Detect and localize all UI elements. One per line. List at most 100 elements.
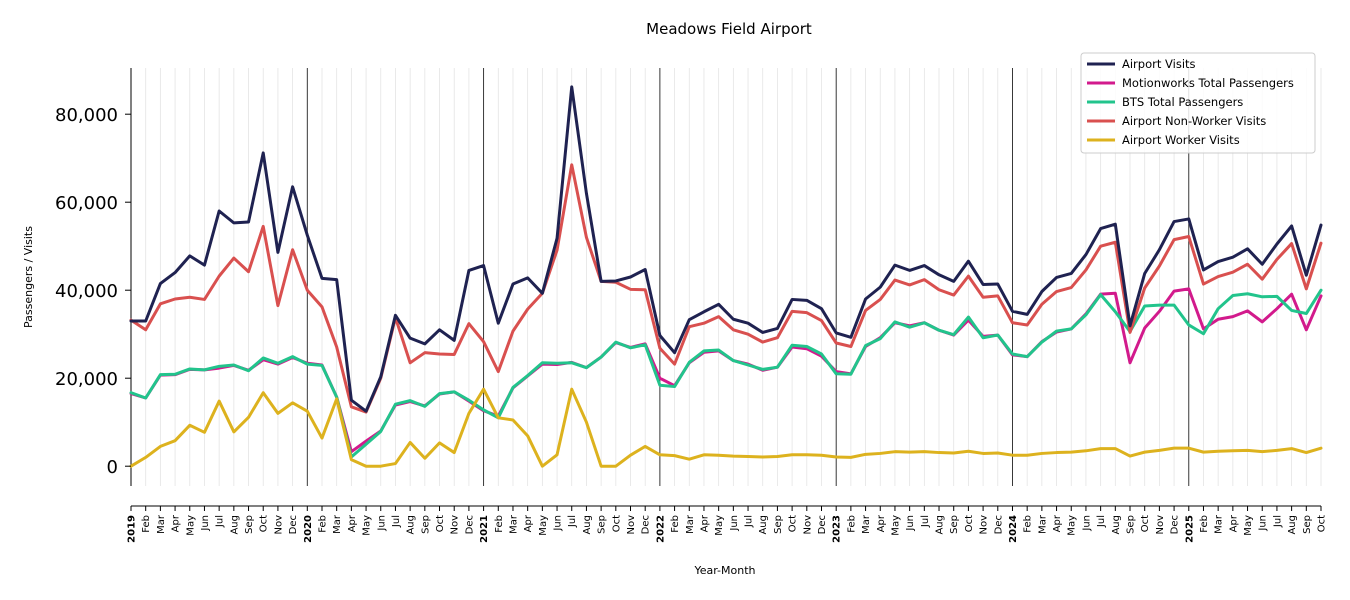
x-tick-month-label: Jun bbox=[376, 515, 387, 532]
x-tick-month-label: Dec bbox=[288, 515, 299, 534]
x-tick-month-label: Jul bbox=[920, 515, 931, 528]
axes bbox=[130, 68, 1321, 507]
x-tick-month-label: Feb bbox=[1199, 515, 1210, 533]
x-tick-month-label: Sep bbox=[773, 515, 784, 534]
x-tick-month-label: Dec bbox=[1170, 515, 1181, 534]
x-tick-month-label: Apr bbox=[876, 514, 887, 532]
x-tick-month-label: Dec bbox=[993, 515, 1004, 534]
x-tick-month-label: May bbox=[362, 515, 373, 536]
x-tick-month-label: Oct bbox=[788, 515, 799, 532]
x-tick-month-label: Oct bbox=[435, 515, 446, 532]
x-tick-month-label: Aug bbox=[229, 515, 240, 535]
x-tick-month-label: Mar bbox=[1214, 514, 1225, 534]
x-tick-month-label: Mar bbox=[861, 514, 872, 534]
x-tick-year-label: 2023 bbox=[832, 515, 843, 543]
x-tick-month-label: May bbox=[538, 515, 549, 536]
x-tick-month-label: Feb bbox=[494, 515, 505, 533]
x-tick-month-label: Aug bbox=[758, 515, 769, 535]
x-tick-month-label: Oct bbox=[1140, 515, 1151, 532]
x-tick-month-label: Nov bbox=[273, 515, 284, 535]
x-tick-month-label: Oct bbox=[1317, 515, 1328, 532]
x-tick-month-label: Nov bbox=[450, 515, 461, 535]
x-tick-month-label: Oct bbox=[611, 515, 622, 532]
legend-label: Airport Non-Worker Visits bbox=[1122, 114, 1266, 128]
x-tick-month-label: Feb bbox=[1023, 515, 1034, 533]
series-lines bbox=[129, 85, 1323, 468]
x-tick-month-label: Mar bbox=[508, 514, 519, 534]
x-tick-month-label: Jun bbox=[553, 515, 564, 532]
x-tick-month-label: Mar bbox=[156, 514, 167, 534]
x-axis-label: Year-Month bbox=[693, 564, 755, 577]
x-tick-month-label: May bbox=[714, 515, 725, 536]
x-tick-month-label: Mar bbox=[685, 514, 696, 534]
x-tick-month-label: Apr bbox=[1052, 514, 1063, 532]
series-line-airport-visits bbox=[129, 85, 1323, 413]
x-tick-month-label: Dec bbox=[817, 515, 828, 534]
legend-label: BTS Total Passengers bbox=[1122, 95, 1243, 109]
x-tick-month-label: Apr bbox=[699, 514, 710, 532]
x-tick-month-label: Mar bbox=[332, 514, 343, 534]
x-tick-month-label: Feb bbox=[670, 515, 681, 533]
x-tick-month-label: Sep bbox=[420, 515, 431, 534]
y-tick-label: 60,000 bbox=[55, 193, 118, 214]
x-tick-month-label: Aug bbox=[582, 515, 593, 535]
x-tick-month-label: Sep bbox=[949, 515, 960, 534]
x-tick-year-label: 2020 bbox=[303, 515, 314, 543]
y-tick-label: 20,000 bbox=[55, 369, 118, 390]
legend-label: Motionworks Total Passengers bbox=[1122, 76, 1294, 90]
x-tick-month-label: Sep bbox=[244, 515, 255, 534]
legend-box bbox=[1080, 52, 1316, 154]
x-tick-month-label: Apr bbox=[1228, 514, 1239, 532]
x-tick-month-label: May bbox=[1243, 515, 1254, 536]
series-line-airport-non-worker-visits bbox=[129, 163, 1323, 414]
x-tick-month-label: Jun bbox=[1081, 515, 1092, 532]
y-tick-label: 40,000 bbox=[55, 281, 118, 302]
y-tick-label: 80,000 bbox=[55, 105, 118, 126]
x-tick-month-label: May bbox=[890, 515, 901, 536]
x-tick-month-label: Jul bbox=[744, 515, 755, 528]
x-tick-month-label: Dec bbox=[464, 515, 475, 534]
x-tick-month-label: Mar bbox=[1037, 514, 1048, 534]
x-tick-month-label: May bbox=[1067, 515, 1078, 536]
x-tick-month-label: Nov bbox=[802, 515, 813, 535]
legend-label: Airport Worker Visits bbox=[1122, 133, 1240, 147]
x-tick-month-label: Jul bbox=[1272, 515, 1283, 528]
x-tick-month-label: Sep bbox=[597, 515, 608, 534]
x-tick-month-label: Aug bbox=[1287, 515, 1298, 535]
x-tick-month-label: Jun bbox=[200, 515, 211, 532]
x-tick-month-label: Aug bbox=[1111, 515, 1122, 535]
x-tick-month-label: Apr bbox=[523, 514, 534, 532]
y-tick-label: 0 bbox=[107, 457, 118, 478]
x-tick-month-label: Jul bbox=[567, 515, 578, 528]
series-line-bts-total-passengers bbox=[129, 288, 1323, 459]
x-tick-year-label: 2025 bbox=[1184, 515, 1195, 543]
x-tick-month-label: Jul bbox=[1096, 515, 1107, 528]
x-tick-month-label: Feb bbox=[141, 515, 152, 533]
x-tick-month-label: Dec bbox=[641, 515, 652, 534]
x-axis-ticks: 2019 Feb Mar Apr May Jun Jul Aug Sep Oct Nov Dec 202… bbox=[127, 506, 1328, 543]
x-tick-month-label: Feb bbox=[846, 515, 857, 533]
x-tick-year-label: 2019 bbox=[127, 515, 138, 543]
x-tick-month-label: May bbox=[185, 515, 196, 536]
x-tick-month-label: Aug bbox=[935, 515, 946, 535]
x-tick-month-label: Oct bbox=[964, 515, 975, 532]
chart-title: Meadows Field Airport bbox=[646, 20, 812, 38]
x-tick-month-label: Jun bbox=[1258, 515, 1269, 532]
x-tick-month-label: Jul bbox=[391, 515, 402, 528]
y-axis-ticks: 0 20,000 40,000 60,000 80,000 bbox=[55, 105, 131, 478]
x-tick-month-label: Sep bbox=[1302, 515, 1313, 534]
x-tick-month-label: Apr bbox=[171, 514, 182, 532]
x-tick-month-label: Apr bbox=[347, 514, 358, 532]
legend-label: Airport Visits bbox=[1122, 57, 1196, 71]
x-tick-month-label: Oct bbox=[259, 515, 270, 532]
x-tick-month-label: Jun bbox=[729, 515, 740, 532]
x-tick-month-label: Jul bbox=[215, 515, 226, 528]
x-tick-month-label: Nov bbox=[1155, 515, 1166, 535]
x-tick-month-label: Sep bbox=[1126, 515, 1137, 534]
x-tick-month-label: Feb bbox=[317, 515, 328, 533]
x-tick-month-label: Jun bbox=[905, 515, 916, 532]
x-tick-month-label: Aug bbox=[406, 515, 417, 535]
y-axis-label: Passengers / Visits bbox=[22, 226, 35, 328]
x-tick-year-label: 2022 bbox=[655, 515, 666, 543]
